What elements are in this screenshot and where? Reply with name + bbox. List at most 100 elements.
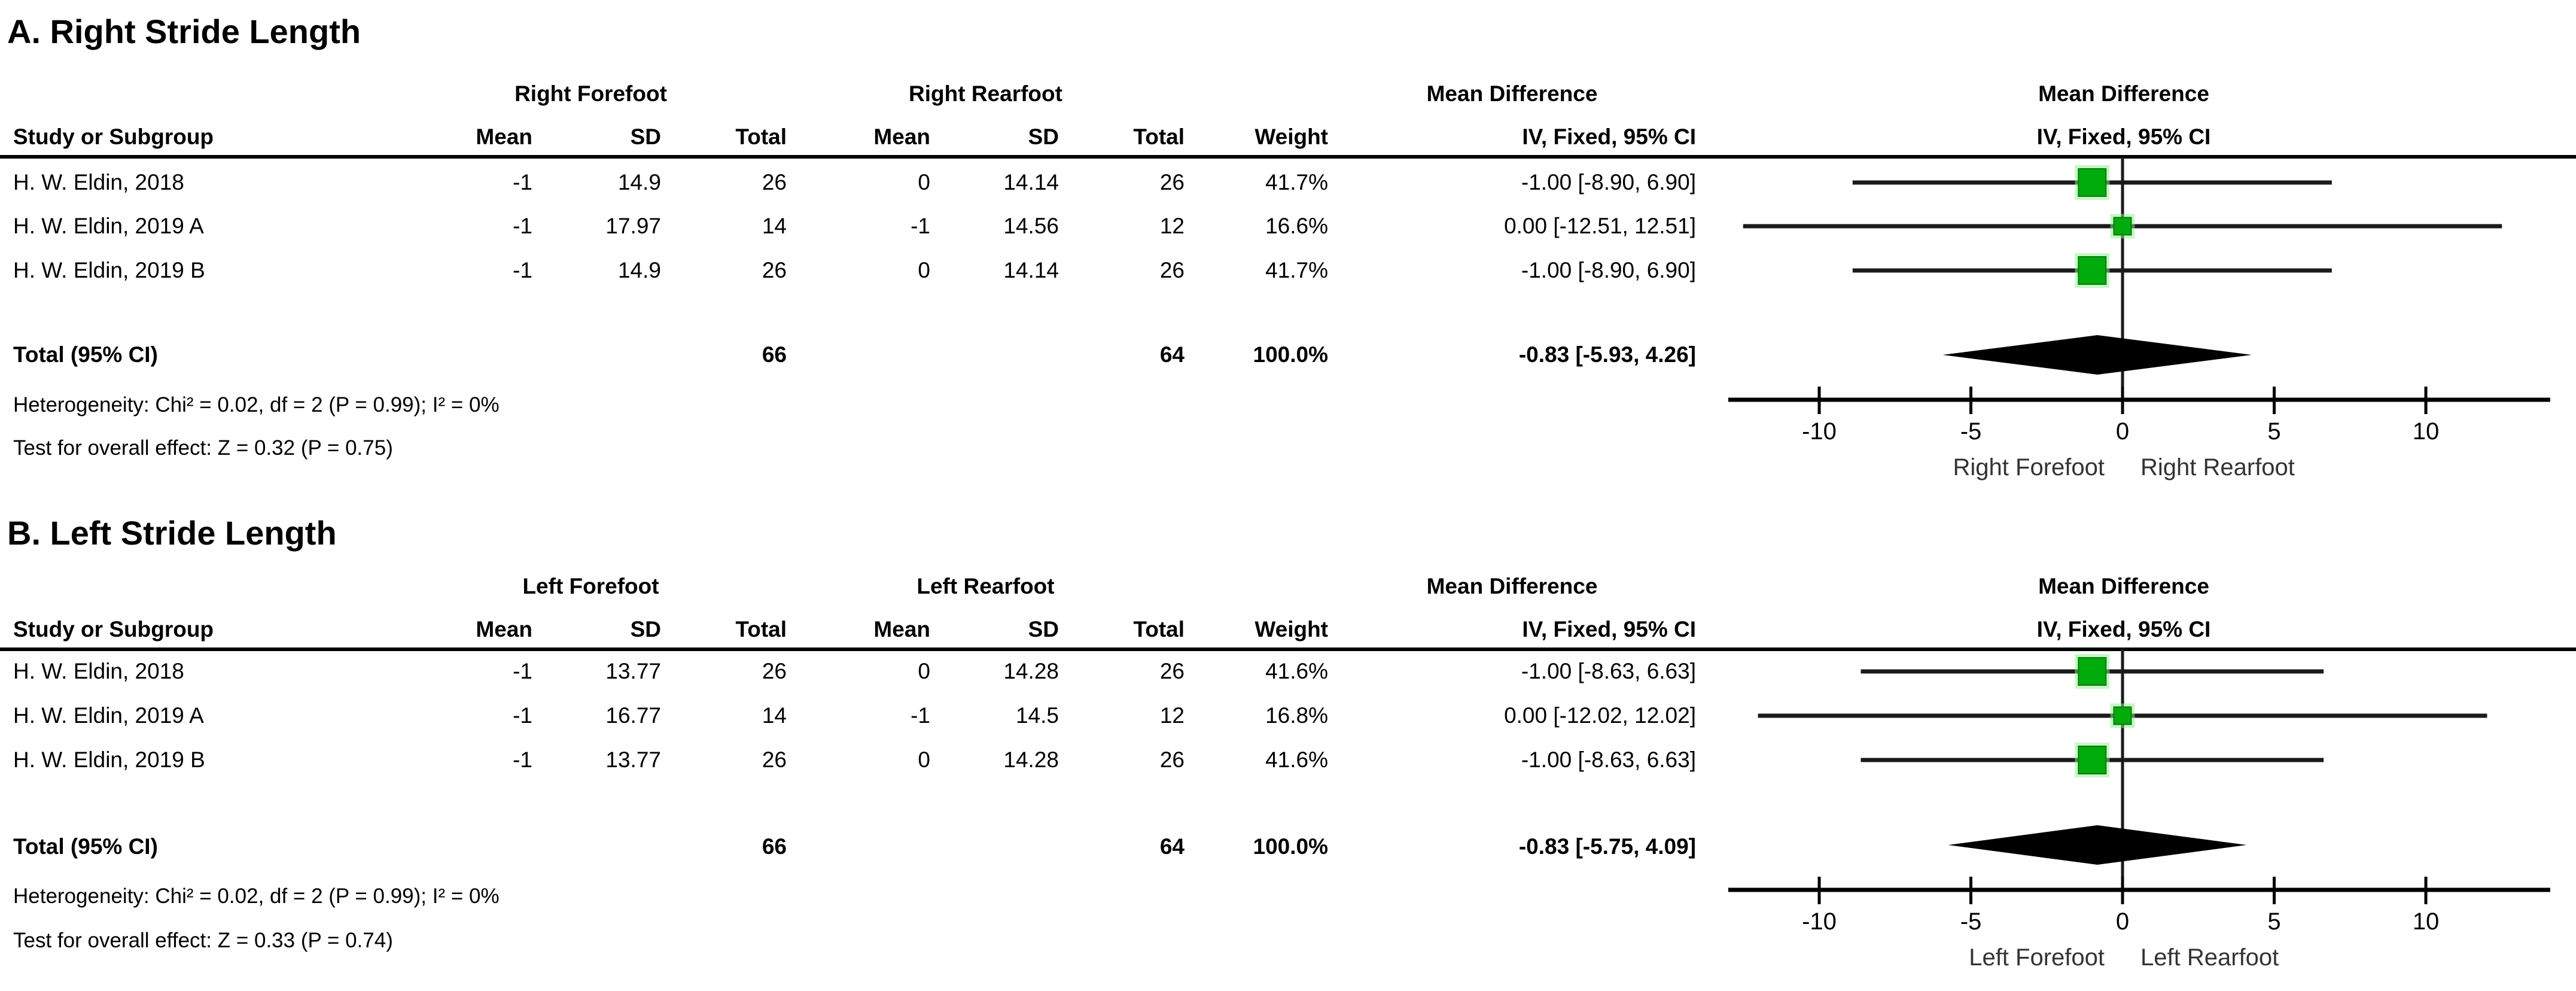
- mean2-column-header: Mean: [873, 124, 930, 149]
- mdci-column-header: IV, Fixed, 95% CI: [1522, 617, 1696, 642]
- study-label: H. W. Eldin, 2018: [13, 170, 184, 194]
- total2-value: 26: [1159, 659, 1185, 683]
- effect-marker: [2113, 706, 2132, 725]
- axis-tick-label: 5: [2267, 418, 2280, 445]
- effect-marker: [2078, 168, 2107, 197]
- mean1-value: -1: [513, 258, 532, 282]
- overall-effect-line: Test for overall effect: Z = 0.33 (P = 0…: [13, 929, 393, 952]
- total1-value: 26: [762, 170, 787, 194]
- weight-value: 16.8%: [1265, 703, 1328, 728]
- total1-value: 26: [762, 258, 787, 282]
- total2-value: 12: [1159, 214, 1185, 238]
- axis-tick-label: 0: [2116, 908, 2129, 935]
- favours-left-label: Right Forefoot: [1953, 454, 2105, 481]
- panel-a-title: A. Right Stride Length: [7, 13, 361, 50]
- header-rule: [0, 155, 2576, 159]
- panel-a-column-header-row: Study or Subgroup Mean SD Total Mean SD …: [0, 122, 1696, 152]
- total2-column-header: Total: [1133, 124, 1185, 149]
- total1-value: 14: [762, 214, 787, 238]
- axis-tick-label: 10: [2413, 908, 2440, 935]
- header-rule: [0, 648, 2576, 651]
- weight-value: 41.6%: [1265, 659, 1328, 683]
- sd2-column-header: SD: [1028, 617, 1059, 642]
- table-row: H. W. Eldin, 2018 -1 13.77 26 0 14.28 26…: [0, 656, 1696, 686]
- total2-value: 12: [1159, 703, 1185, 728]
- axis-tick: [1817, 877, 1821, 904]
- mean1-value: -1: [513, 747, 532, 772]
- pooled-diamond: [1942, 335, 2252, 375]
- mdci-value: 0.00 [-12.51, 12.51]: [1504, 214, 1696, 238]
- effect-marker: [2078, 256, 2107, 285]
- sd1-value: 14.9: [617, 258, 661, 282]
- favours-right-label: Right Rearfoot: [2140, 454, 2295, 481]
- axis-tick: [1969, 387, 1972, 414]
- heterogeneity-line: Heterogeneity: Chi² = 0.02, df = 2 (P = …: [13, 393, 500, 417]
- total1-value: 26: [762, 659, 787, 683]
- total-label: Total (95% CI): [13, 834, 158, 859]
- panel-b-md-header: Mean Difference: [1426, 574, 1598, 598]
- sd1-column-header: SD: [630, 124, 661, 149]
- total2-value: 26: [1159, 747, 1185, 772]
- overall-effect-line: Test for overall effect: Z = 0.32 (P = 0…: [13, 436, 393, 460]
- sd2-value: 14.28: [1003, 747, 1059, 772]
- table-row: H. W. Eldin, 2018 -1 14.9 26 0 14.14 26 …: [0, 168, 1696, 197]
- panel-b-column-header-row: Study or Subgroup Mean SD Total Mean SD …: [0, 615, 1696, 645]
- table-row: H. W. Eldin, 2019 B -1 13.77 26 0 14.28 …: [0, 745, 1696, 775]
- axis-tick: [2273, 877, 2276, 904]
- sd2-column-header: SD: [1028, 124, 1059, 149]
- weight-column-header: Weight: [1254, 617, 1328, 642]
- study-label: H. W. Eldin, 2019 A: [13, 703, 204, 728]
- axis-tick-label: 10: [2413, 418, 2440, 445]
- mean1-value: -1: [513, 214, 532, 238]
- zero-line: [2121, 157, 2124, 400]
- panel-a-plot-md-header: Mean Difference: [2038, 81, 2209, 106]
- panel-a-group1-header: Right Forefoot: [514, 81, 667, 106]
- sd2-value: 14.5: [1015, 703, 1059, 728]
- mean2-column-header: Mean: [873, 617, 930, 642]
- study-column-header: Study or Subgroup: [13, 124, 214, 149]
- effect-marker: [2113, 217, 2132, 236]
- heterogeneity-line: Heterogeneity: Chi² = 0.02, df = 2 (P = …: [13, 884, 500, 908]
- total1-value: 14: [762, 703, 787, 728]
- panel-b-group1-header: Left Forefoot: [522, 574, 659, 598]
- mean2-value: -1: [911, 214, 930, 238]
- total-label: Total (95% CI): [13, 342, 158, 367]
- axis-tick-label: -10: [1802, 418, 1837, 445]
- panel-b-plot-md-header: Mean Difference: [2038, 574, 2209, 598]
- axis-tick-label: 0: [2116, 418, 2129, 445]
- axis-tick-label: 5: [2267, 908, 2280, 935]
- axis-tick: [2121, 387, 2124, 414]
- table-row: H. W. Eldin, 2019 A -1 17.97 14 -1 14.56…: [0, 211, 1696, 241]
- mean2-value: 0: [918, 170, 930, 194]
- study-column-header: Study or Subgroup: [13, 617, 214, 642]
- total2-value: 26: [1159, 170, 1185, 194]
- mean1-value: -1: [513, 170, 532, 194]
- study-label: H. W. Eldin, 2019 A: [13, 214, 204, 238]
- weight-value: 41.7%: [1265, 258, 1328, 282]
- panel-b-plot-md-subheader: IV, Fixed, 95% CI: [2036, 617, 2211, 642]
- sd2-value: 14.28: [1003, 659, 1059, 683]
- mdci-value: 0.00 [-12.02, 12.02]: [1504, 703, 1696, 728]
- total2-sum: 64: [1159, 342, 1185, 367]
- sd1-value: 14.9: [617, 170, 661, 194]
- total2-column-header: Total: [1133, 617, 1185, 642]
- axis-tick: [1969, 877, 1972, 904]
- total1-sum: 66: [762, 342, 787, 367]
- axis-tick: [2424, 387, 2428, 414]
- mean2-value: 0: [918, 747, 930, 772]
- study-label: H. W. Eldin, 2019 B: [13, 258, 205, 282]
- mean1-column-header: Mean: [476, 124, 532, 149]
- mean2-value: -1: [911, 703, 930, 728]
- total1-sum: 66: [762, 834, 787, 859]
- weight-column-header: Weight: [1254, 124, 1328, 149]
- mean2-value: 0: [918, 258, 930, 282]
- sd1-value: 16.77: [605, 703, 661, 728]
- axis-tick-label: -5: [1960, 908, 1982, 935]
- sd1-value: 13.77: [605, 747, 661, 772]
- sd2-value: 14.56: [1003, 214, 1059, 238]
- pooled-diamond: [1948, 825, 2247, 865]
- mdci-value: -1.00 [-8.63, 6.63]: [1521, 659, 1696, 683]
- zero-line: [2121, 649, 2124, 890]
- total-row: Total (95% CI) 66 64 100.0% -0.83 [-5.93…: [0, 340, 1696, 370]
